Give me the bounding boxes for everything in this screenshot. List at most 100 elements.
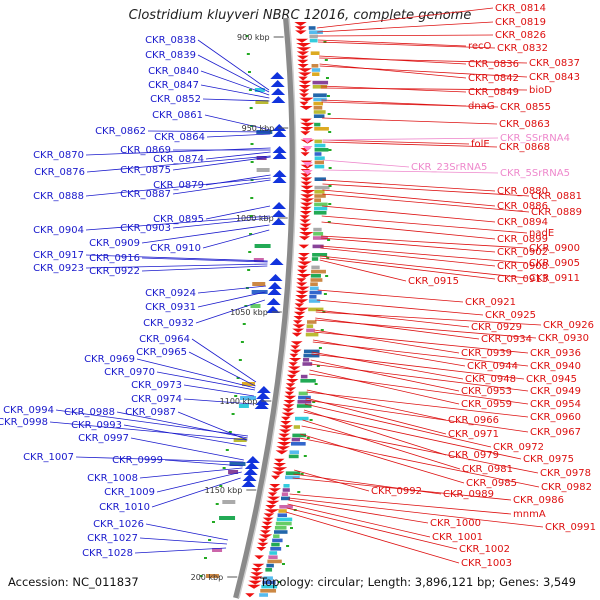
gene-label-left[interactable]: CKR_1028 [82, 548, 133, 559]
gene-label-right[interactable]: CKR_0915 [408, 276, 459, 287]
gene-label-right[interactable]: CKR_0930 [538, 333, 589, 344]
rrna-gene-label[interactable]: CKR_23SrRNA5 [411, 162, 487, 173]
gene-label-right[interactable]: CKR_1000 [430, 518, 481, 529]
gene-label-right[interactable]: CKR_0868 [499, 142, 550, 153]
gene-label-left[interactable]: CKR_0970 [104, 367, 155, 378]
gene-label-left[interactable]: CKR_0922 [89, 266, 140, 277]
gene-label-right[interactable]: CKR_0959 [461, 399, 512, 410]
gene-label-right[interactable]: CKR_0939 [461, 348, 512, 359]
gene-label-right[interactable]: bioD [529, 85, 552, 96]
gene-label-left[interactable]: CKR_0987 [125, 407, 176, 418]
gene-label-right[interactable]: CKR_0934 [481, 334, 532, 345]
gene-label-left[interactable]: CKR_0895 [153, 214, 204, 225]
gene-label-right[interactable]: nadE [529, 228, 554, 239]
gene-label-left[interactable]: CKR_1007 [23, 452, 74, 463]
gene-label-right[interactable]: CKR_0819 [495, 17, 546, 28]
gene-label-right[interactable]: CKR_0894 [497, 217, 548, 228]
gene-label-left[interactable]: CKR_0931 [145, 302, 196, 313]
gene-label-left[interactable]: CKR_0838 [145, 35, 196, 46]
gene-label-left[interactable]: CKR_0874 [153, 154, 204, 165]
gene-label-right[interactable]: CKR_0972 [493, 442, 544, 453]
gene-label-right[interactable]: CKR_0905 [529, 258, 580, 269]
gene-label-left[interactable]: CKR_0864 [154, 132, 205, 143]
gene-label-right[interactable]: CKR_0945 [526, 374, 577, 385]
gene-label-left[interactable]: CKR_0869 [120, 145, 171, 156]
gene-label-left[interactable]: CKR_0924 [145, 288, 196, 299]
gene-label-left[interactable]: CKR_0876 [34, 167, 85, 178]
gene-label-left[interactable]: CKR_0839 [145, 50, 196, 61]
gene-label-right[interactable]: CKR_0975 [523, 454, 574, 465]
gene-label-left[interactable]: CKR_0932 [143, 318, 194, 329]
gene-label-left[interactable]: CKR_1010 [99, 502, 150, 513]
rrna-gene-label[interactable]: CKR_5SrRNA5 [500, 168, 570, 179]
gene-label-left[interactable]: CKR_0852 [150, 94, 201, 105]
gene-label-left[interactable]: CKR_0840 [148, 66, 199, 77]
gene-label-left[interactable]: CKR_0999 [112, 455, 163, 466]
gene-label-right[interactable]: CKR_0832 [497, 43, 548, 54]
gene-label-right[interactable]: CKR_1001 [432, 532, 483, 543]
gene-label-right[interactable]: CKR_0849 [468, 87, 519, 98]
gene-label-right[interactable]: CKR_0929 [471, 322, 522, 333]
gene-label-right[interactable]: CKR_0953 [461, 386, 512, 397]
gene-label-right[interactable]: CKR_0940 [530, 361, 581, 372]
gene-label-left[interactable]: CKR_1027 [87, 533, 138, 544]
gene-label-right[interactable]: CKR_0971 [448, 429, 499, 440]
gene-label-right[interactable]: CKR_0837 [529, 58, 580, 69]
gene-label-left[interactable]: CKR_0969 [84, 354, 135, 365]
gene-label-right[interactable]: CKR_0925 [485, 310, 536, 321]
gene-label-right[interactable]: CKR_0966 [448, 415, 499, 426]
gene-label-right[interactable]: CKR_0936 [530, 348, 581, 359]
gene-label-left[interactable]: CKR_0904 [33, 225, 84, 236]
gene-label-right[interactable]: CKR_0855 [500, 102, 551, 113]
gene-label-right[interactable]: recO [468, 41, 492, 52]
gene-label-left[interactable]: CKR_0997 [78, 433, 129, 444]
gene-label-left[interactable]: CKR_0909 [89, 238, 140, 249]
gene-label-left[interactable]: CKR_0861 [152, 110, 203, 121]
gene-label-right[interactable]: CKR_0989 [443, 489, 494, 500]
gene-label-right[interactable]: CKR_0978 [540, 468, 591, 479]
gene-label-right[interactable]: CKR_0826 [495, 30, 546, 41]
gene-label-right[interactable]: CKR_0986 [513, 495, 564, 506]
gene-label-right[interactable]: CKR_0926 [543, 320, 594, 331]
gene-label-right[interactable]: CKR_0911 [529, 273, 580, 284]
gene-label-left[interactable]: CKR_1008 [87, 473, 138, 484]
gene-label-left[interactable]: CKR_0887 [120, 189, 171, 200]
gene-label-right[interactable]: CKR_0960 [530, 412, 581, 423]
gene-label-right[interactable]: CKR_0982 [541, 482, 592, 493]
rrna-gene-label[interactable]: CKR_SSrRNA4 [500, 133, 570, 144]
gene-label-left[interactable]: CKR_0998 [0, 417, 48, 428]
gene-label-left[interactable]: CKR_0875 [120, 165, 171, 176]
gene-label-right[interactable]: CKR_1002 [459, 544, 510, 555]
gene-label-left[interactable]: CKR_0973 [131, 380, 182, 391]
gene-label-left[interactable]: CKR_0888 [33, 191, 84, 202]
gene-label-left[interactable]: CKR_0917 [33, 250, 84, 261]
gene-label-right[interactable]: CKR_0981 [462, 464, 513, 475]
gene-label-left[interactable]: CKR_0993 [71, 420, 122, 431]
gene-label-left[interactable]: CKR_0994 [3, 405, 54, 416]
gene-label-right[interactable]: CKR_0921 [465, 297, 516, 308]
gene-label-right[interactable]: CKR_0902 [497, 247, 548, 258]
gene-label-right[interactable]: CKR_1003 [461, 558, 512, 569]
gene-label-right[interactable]: CKR_0900 [529, 243, 580, 254]
gene-label-right[interactable]: CKR_0880 [497, 186, 548, 197]
gene-label-right[interactable]: dnaG [468, 101, 495, 112]
gene-label-right[interactable]: CKR_0992 [371, 486, 422, 497]
gene-label-right[interactable]: CKR_0836 [468, 59, 519, 70]
gene-label-right[interactable]: CKR_0886 [497, 201, 548, 212]
gene-label-left[interactable]: CKR_0974 [131, 394, 182, 405]
gene-label-right[interactable]: CKR_0842 [468, 73, 519, 84]
gene-label-left[interactable]: CKR_0916 [89, 253, 140, 264]
gene-label-left[interactable]: CKR_0965 [136, 347, 187, 358]
gene-label-right[interactable]: CKR_0944 [467, 361, 518, 372]
gene-label-right[interactable]: CKR_0908 [497, 261, 548, 272]
gene-label-left[interactable]: CKR_0964 [139, 334, 190, 345]
gene-label-right[interactable]: mnmA [513, 509, 546, 520]
gene-label-left[interactable]: CKR_1009 [104, 487, 155, 498]
gene-label-right[interactable]: CKR_0881 [531, 191, 582, 202]
gene-label-right[interactable]: CKR_0949 [530, 386, 581, 397]
gene-label-right[interactable]: CKR_0991 [545, 522, 596, 533]
gene-label-right[interactable]: CKR_0913 [497, 274, 548, 285]
gene-label-right[interactable]: CKR_0954 [530, 399, 581, 410]
gene-label-right[interactable]: CKR_0889 [531, 207, 582, 218]
gene-label-left[interactable]: CKR_0910 [150, 243, 201, 254]
